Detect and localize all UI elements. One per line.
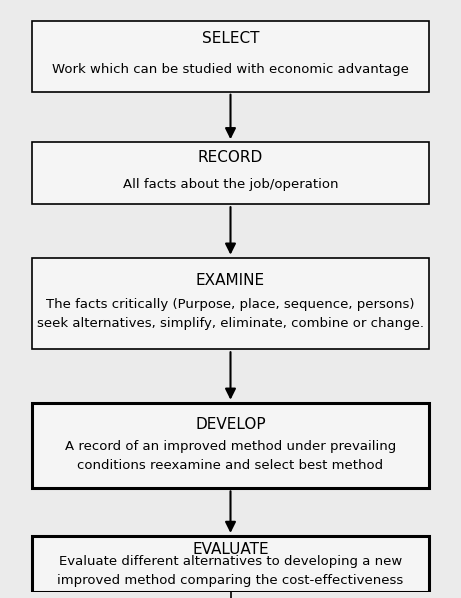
FancyBboxPatch shape — [32, 402, 429, 489]
FancyBboxPatch shape — [32, 258, 429, 349]
FancyBboxPatch shape — [32, 536, 429, 592]
Text: DEVELOP: DEVELOP — [195, 417, 266, 432]
FancyBboxPatch shape — [32, 21, 429, 91]
Text: Work which can be studied with economic advantage: Work which can be studied with economic … — [52, 63, 409, 75]
Text: SELECT: SELECT — [202, 31, 259, 46]
Text: All facts about the job/operation: All facts about the job/operation — [123, 178, 338, 191]
FancyBboxPatch shape — [32, 142, 429, 205]
Text: Evaluate different alternatives to developing a new
improved method comparing th: Evaluate different alternatives to devel… — [57, 555, 404, 587]
Text: RECORD: RECORD — [198, 150, 263, 165]
Text: EXAMINE: EXAMINE — [196, 273, 265, 288]
Text: The facts critically (Purpose, place, sequence, persons)
seek alternatives, simp: The facts critically (Purpose, place, se… — [37, 298, 424, 331]
Text: A record of an improved method under prevailing
conditions reexamine and select : A record of an improved method under pre… — [65, 440, 396, 472]
Text: EVALUATE: EVALUATE — [192, 542, 269, 557]
